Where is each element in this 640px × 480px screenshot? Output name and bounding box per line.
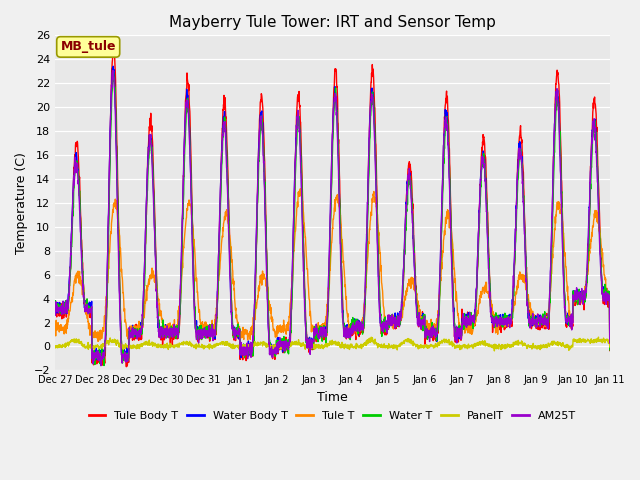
Tule T (557, 207, 564, 213)
AM25T (51, 307, 59, 312)
Title: Mayberry Tule Tower: IRT and Sensor Temp: Mayberry Tule Tower: IRT and Sensor Temp (169, 15, 496, 30)
Water Body T (109, 63, 117, 69)
Text: MB_tule: MB_tule (60, 40, 116, 53)
Water T (97, 363, 105, 369)
Tule T (349, 324, 356, 329)
PanelT (557, 342, 564, 348)
PanelT (51, 344, 59, 350)
Tule Body T (51, 301, 59, 307)
Line: Water T: Water T (55, 72, 610, 366)
Tule Body T (110, 43, 118, 48)
PanelT (206, 343, 214, 348)
Water T (494, 313, 502, 319)
Water Body T (349, 327, 356, 333)
Water Body T (100, 358, 108, 364)
Tule Body T (557, 155, 565, 161)
Tule Body T (573, 295, 580, 300)
AM25T (97, 363, 105, 369)
AM25T (361, 296, 369, 301)
Water T (573, 296, 580, 302)
PanelT (490, 348, 498, 354)
AM25T (606, 340, 614, 346)
PanelT (348, 343, 356, 349)
PanelT (573, 339, 580, 345)
Tule Body T (349, 332, 356, 337)
X-axis label: Time: Time (317, 391, 348, 404)
Line: Tule T: Tule T (55, 189, 610, 347)
Water Body T (606, 340, 614, 346)
Tule T (206, 324, 214, 330)
Tule Body T (206, 330, 214, 336)
Water T (51, 303, 59, 309)
Tule T (494, 331, 502, 337)
Water T (557, 175, 565, 181)
Y-axis label: Temperature (C): Temperature (C) (15, 152, 28, 254)
Water Body T (573, 293, 580, 299)
Water T (109, 70, 117, 75)
Line: AM25T: AM25T (55, 71, 610, 366)
Water Body T (361, 298, 369, 304)
Tule Body T (361, 305, 369, 311)
Line: PanelT: PanelT (55, 337, 610, 351)
Water T (206, 336, 214, 342)
PanelT (494, 345, 502, 351)
AM25T (206, 331, 214, 337)
Water T (361, 301, 369, 307)
Legend: Tule Body T, Water Body T, Tule T, Water T, PanelT, AM25T: Tule Body T, Water Body T, Tule T, Water… (84, 406, 580, 425)
Water Body T (494, 314, 502, 320)
Tule T (606, 344, 614, 350)
PanelT (606, 344, 614, 350)
Tule T (361, 300, 369, 306)
AM25T (109, 68, 117, 73)
Line: Tule Body T: Tule Body T (55, 46, 610, 367)
Water Body T (206, 324, 214, 330)
Water Body T (51, 301, 59, 307)
Tule T (573, 296, 580, 302)
Tule T (296, 186, 304, 192)
Tule Body T (122, 364, 130, 370)
Tule T (51, 327, 59, 333)
Water T (606, 347, 614, 353)
Tule Body T (494, 317, 502, 323)
PanelT (360, 340, 368, 346)
AM25T (573, 285, 580, 291)
AM25T (557, 195, 565, 201)
Water Body T (557, 191, 565, 196)
Line: Water Body T: Water Body T (55, 66, 610, 361)
Water T (349, 314, 356, 320)
AM25T (349, 325, 356, 331)
AM25T (494, 317, 502, 323)
Tule Body T (606, 348, 614, 353)
PanelT (595, 334, 602, 340)
